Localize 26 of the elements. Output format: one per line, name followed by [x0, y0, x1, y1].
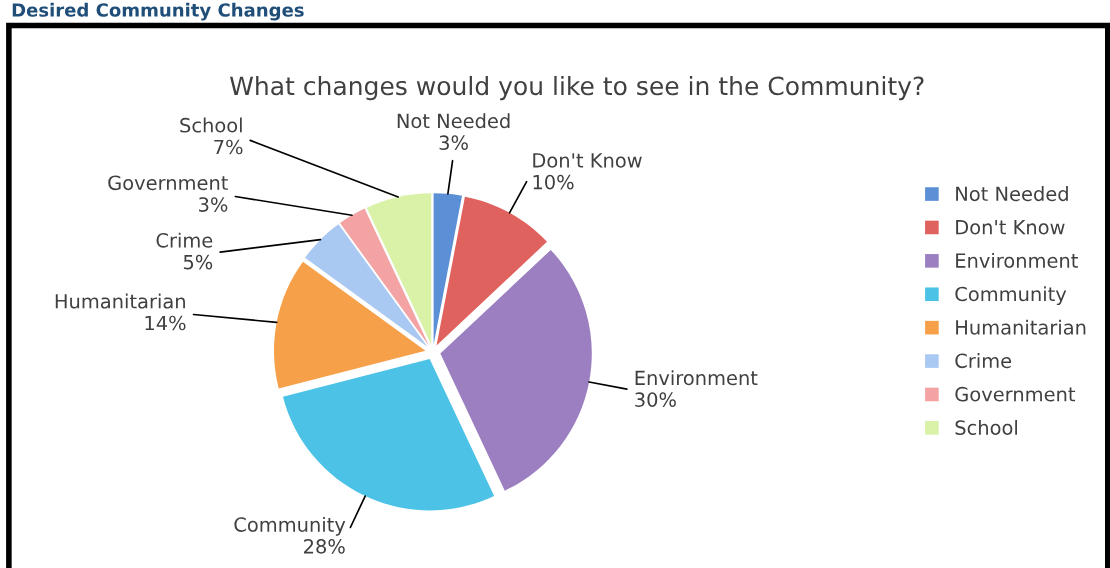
- slice-label: Don't Know: [533, 153, 642, 168]
- data-label: 7%: [214, 139, 243, 155]
- legend-label: Community: [955, 286, 1067, 306]
- data-label: 14%: [145, 315, 186, 331]
- legend-label: School: [955, 419, 1017, 435]
- slice-label: Environment: [635, 370, 758, 386]
- legend-label: Environment: [956, 252, 1078, 268]
- data-label: 28%: [304, 539, 345, 554]
- chart-title: What changes would you like to see in the Community?: [230, 75, 924, 101]
- slice-label: Crime: [156, 232, 213, 248]
- slice-label: Not Needed: [397, 113, 510, 129]
- data-label: 3%: [199, 197, 228, 212]
- data-label: 5%: [183, 254, 213, 270]
- legend-label: Crime: [955, 353, 1012, 369]
- legend-label: Don't Know: [956, 220, 1065, 235]
- text: Desired Community Changes: [12, 2, 304, 21]
- slice-label: School: [180, 117, 242, 133]
- slice-label: Government: [108, 175, 228, 191]
- data-label: 10%: [533, 174, 574, 190]
- legend-label: Not Needed: [956, 186, 1068, 202]
- legend-label: Humanitarian: [956, 319, 1086, 335]
- slice-label: Humanitarian: [55, 293, 185, 309]
- slice-label: Community: [234, 516, 346, 536]
- data-label: 30%: [635, 392, 676, 407]
- data-label: 3%: [439, 135, 468, 151]
- legend-label: Government: [955, 386, 1076, 402]
